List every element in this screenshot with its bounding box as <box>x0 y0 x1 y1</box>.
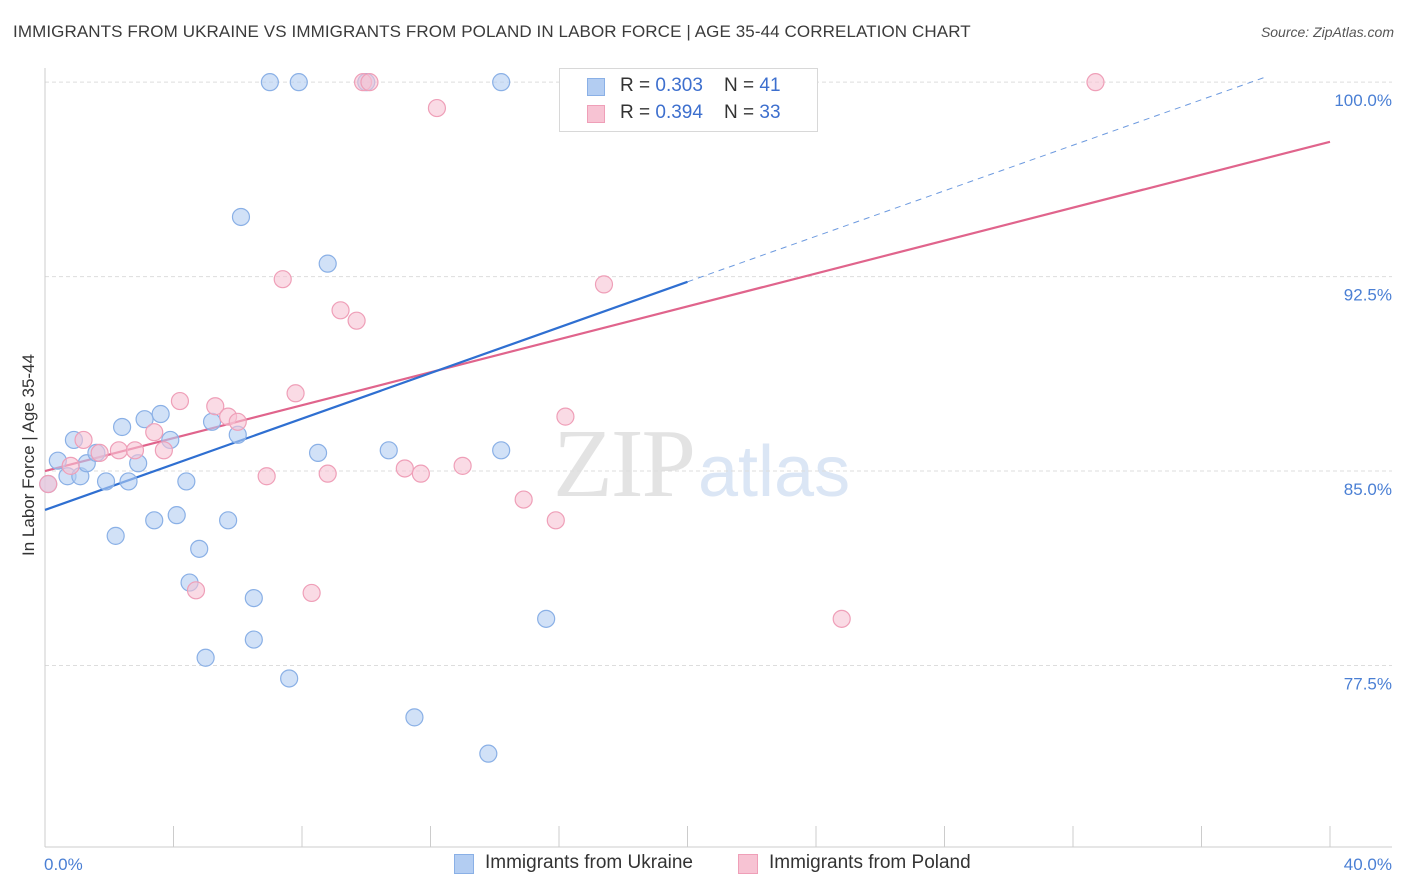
poland-point <box>347 311 366 330</box>
y-tick-label: 92.5% <box>1344 286 1392 305</box>
x-tick-label: 40.0% <box>1344 855 1392 874</box>
poland-point <box>302 583 321 603</box>
legend-r-label: R = <box>620 102 656 123</box>
ukraine-point <box>405 708 424 727</box>
poland-point <box>206 397 225 416</box>
poland-point <box>832 609 851 628</box>
ukraine-point <box>151 404 170 424</box>
ukraine-point <box>112 417 132 437</box>
poland-point <box>318 464 337 483</box>
poland-point <box>411 464 430 483</box>
poland-point <box>514 490 533 509</box>
ukraine-trend-extension <box>687 76 1266 283</box>
ukraine-point <box>177 472 196 491</box>
series-label-poland: Immigrants from Poland <box>769 852 971 873</box>
correlation-legend: R = 0.303 N = 41 R = 0.394 N = 33 <box>559 68 818 132</box>
poland-point <box>125 441 145 460</box>
series-label-ukraine: Immigrants from Ukraine <box>485 852 693 873</box>
poland-point <box>39 474 58 494</box>
y-tick-label: 77.5% <box>1344 675 1392 694</box>
ukraine-point <box>244 630 263 649</box>
ukraine-point <box>289 73 308 92</box>
ukraine-point <box>190 539 209 558</box>
ukraine-point <box>379 441 398 460</box>
poland-point <box>273 270 292 289</box>
ukraine-point <box>318 254 337 273</box>
chart-title: IMMIGRANTS FROM UKRAINE VS IMMIGRANTS FR… <box>13 22 971 41</box>
ukraine-point <box>492 73 511 92</box>
tick-labels: 100.0% 92.5% 85.0% 77.5% 0.0% 40.0% <box>44 91 1392 874</box>
source-credit: Source: ZipAtlas.com <box>1260 24 1394 40</box>
series-swatch-ukraine <box>454 854 474 874</box>
gridlines <box>45 81 1392 667</box>
legend-r-value-poland: 0.394 <box>655 102 703 123</box>
poland-point <box>556 407 575 426</box>
ukraine-point <box>196 648 215 667</box>
ukraine-point <box>492 441 511 460</box>
poland-point <box>145 423 164 442</box>
poland-point <box>74 430 93 450</box>
ukraine-point <box>202 412 222 431</box>
ukraine-point <box>219 511 238 530</box>
poland-point <box>154 441 173 460</box>
ukraine-point <box>119 472 138 491</box>
poland-point <box>90 443 109 463</box>
ukraine-point <box>145 511 164 530</box>
ukraine-point <box>231 207 251 227</box>
ukraine-point <box>244 588 263 608</box>
poland-point <box>109 441 128 460</box>
axes <box>44 68 1392 848</box>
ukraine-point <box>96 472 116 491</box>
poland-point <box>170 391 190 411</box>
legend-n-label: N = <box>724 75 760 96</box>
legend-swatch-poland <box>587 105 605 123</box>
poland-point <box>1086 73 1105 92</box>
ukraine-point <box>167 506 186 525</box>
legend-r-label: R = <box>620 75 656 96</box>
poland-point <box>427 98 447 118</box>
legend-n-value-ukraine: 41 <box>759 75 781 96</box>
legend-n-label: N = <box>724 102 760 123</box>
ukraine-point <box>280 669 299 688</box>
poland-point <box>395 459 414 478</box>
ukraine-point <box>308 443 328 463</box>
ukraine-point <box>537 609 556 628</box>
legend-r-value-ukraine: 0.303 <box>655 75 703 96</box>
trend-lines <box>44 76 1331 511</box>
y-tick-label: 100.0% <box>1334 91 1392 110</box>
ukraine-point <box>260 73 279 92</box>
poland-point <box>546 511 565 530</box>
poland-trend-line <box>44 140 1331 473</box>
poland-point <box>228 412 247 431</box>
data-points <box>39 73 1105 763</box>
ukraine-point <box>479 744 498 763</box>
series-swatch-poland <box>738 854 758 874</box>
poland-point <box>186 581 206 600</box>
legend-swatch-ukraine <box>587 78 605 96</box>
ukraine-trend-line <box>44 280 688 511</box>
poland-point <box>594 275 614 294</box>
ukraine-point <box>106 526 125 545</box>
poland-point <box>61 456 80 475</box>
poland-point <box>257 467 276 486</box>
legend-n-value-poland: 33 <box>759 102 781 123</box>
ukraine-point <box>135 410 154 429</box>
y-tick-label: 85.0% <box>1344 480 1392 499</box>
poland-point <box>331 301 350 320</box>
x-tick-label: 0.0% <box>44 855 83 874</box>
poland-point <box>453 456 472 475</box>
poland-point <box>360 73 379 92</box>
poland-point <box>286 384 305 403</box>
